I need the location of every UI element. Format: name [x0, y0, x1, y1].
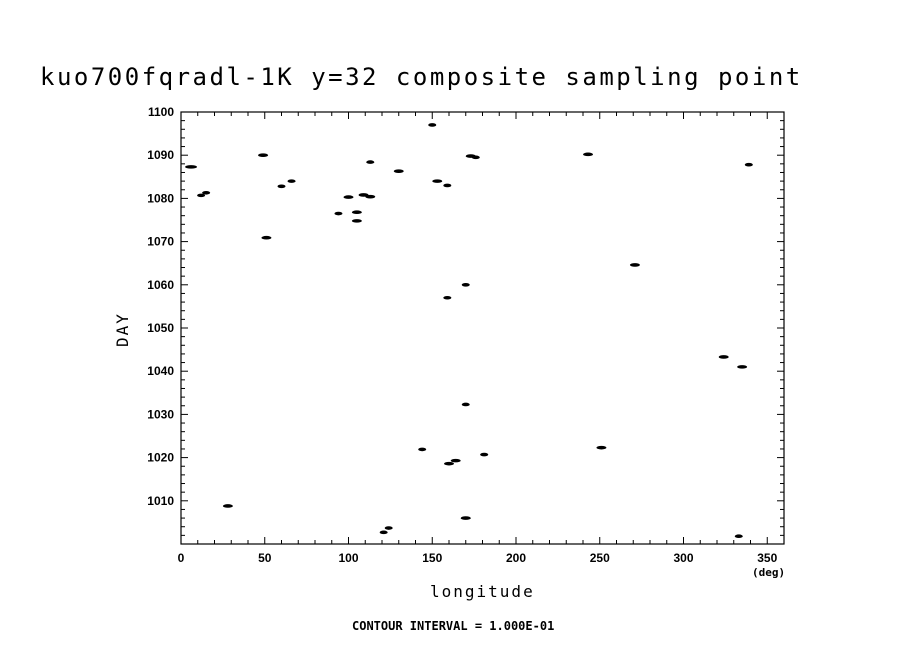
data-point — [384, 526, 393, 530]
data-point — [428, 123, 437, 127]
data-point — [718, 355, 729, 359]
data-point — [343, 195, 354, 199]
y-tick-label: 1020 — [147, 451, 174, 465]
y-tick-label: 1010 — [147, 494, 174, 508]
x-tick-label: 200 — [506, 551, 526, 565]
y-axis-label: DAY — [113, 312, 132, 347]
data-point — [443, 295, 452, 300]
data-point — [480, 452, 489, 457]
x-tick-label: 100 — [338, 551, 358, 565]
data-point — [629, 263, 640, 267]
data-point — [461, 283, 470, 287]
x-axis-unit: (deg) — [752, 566, 785, 579]
y-tick-label: 1070 — [147, 235, 174, 249]
data-point — [737, 365, 748, 369]
data-point — [432, 179, 443, 183]
data-point — [277, 184, 286, 189]
y-tick-label: 1030 — [147, 407, 174, 421]
x-axis-label: longitude — [430, 582, 535, 601]
data-point — [222, 504, 233, 508]
data-point — [366, 160, 375, 164]
plot-area — [180, 111, 785, 545]
data-point — [450, 458, 461, 463]
data-point — [471, 155, 480, 160]
data-point — [351, 210, 362, 215]
y-tick-label: 1060 — [147, 278, 174, 292]
data-point — [197, 193, 206, 198]
data-point — [461, 402, 470, 407]
y-tick-label: 1090 — [147, 148, 174, 162]
x-tick-label: 50 — [258, 551, 272, 565]
data-point — [261, 235, 272, 240]
y-tick-label: 1050 — [147, 321, 174, 335]
data-point — [393, 169, 404, 173]
x-tick-label: 150 — [422, 551, 442, 565]
data-point — [202, 190, 211, 195]
x-tick-label: 250 — [590, 551, 610, 565]
data-point — [596, 445, 607, 450]
x-tick-label: 350 — [757, 551, 777, 565]
data-point — [444, 461, 454, 466]
data-points — [185, 123, 753, 539]
y-tick-label: 1040 — [147, 364, 174, 378]
data-point — [418, 447, 427, 452]
data-point — [351, 219, 362, 223]
data-point — [365, 194, 376, 199]
x-tick-label: 0 — [178, 551, 185, 565]
data-point — [334, 211, 343, 216]
data-point — [185, 165, 198, 169]
y-tick-label: 1080 — [147, 191, 174, 205]
y-tick-label: 1100 — [148, 105, 174, 119]
data-point — [258, 153, 269, 157]
contour-interval-note: CONTOUR INTERVAL = 1.000E-01 — [352, 619, 554, 633]
x-tick-label: 300 — [673, 551, 693, 565]
data-point — [287, 179, 296, 183]
data-point — [379, 530, 388, 535]
axis-ticks: 0 50 100 150 200 250 300 350 1010 1020 1030 1040 105… — [147, 105, 784, 565]
data-point — [744, 162, 753, 167]
data-point — [583, 152, 594, 157]
data-point — [443, 183, 452, 188]
data-point — [734, 534, 743, 539]
data-point — [460, 516, 471, 520]
plot-frame — [180, 111, 785, 545]
chart-title: kuo700fqradl-1K y=32 composite sampling … — [40, 63, 803, 91]
